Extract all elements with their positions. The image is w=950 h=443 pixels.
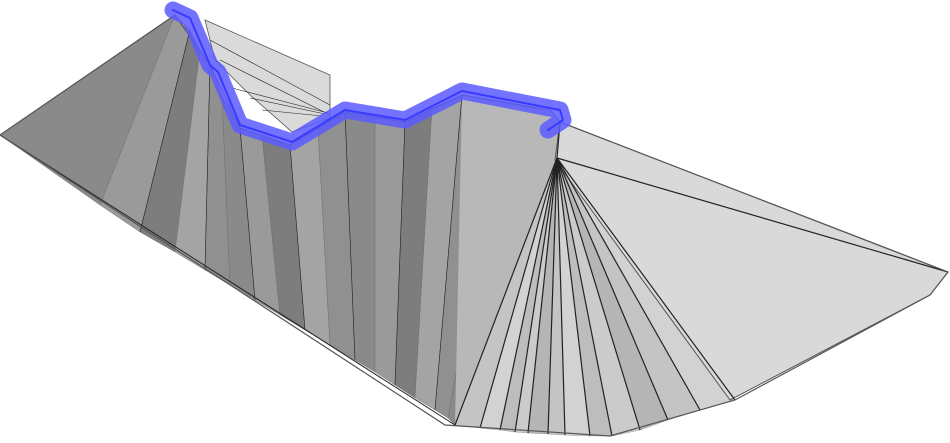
crease-line [204,64,211,271]
crease-line [344,111,356,361]
crease-line [434,94,463,411]
crease-line [479,157,558,429]
crease-line [547,157,558,435]
crease-line [139,29,191,233]
back-flap-creases [209,39,331,117]
crease-line [556,157,591,437]
back-flap-crease [261,109,323,117]
back-flap-crease [249,97,326,115]
crease-line [556,157,949,273]
crease-line [556,157,736,401]
crease-line [556,157,613,437]
back-flap-crease [231,87,329,114]
back-flap-crease [219,59,331,116]
crease-line [239,127,256,301]
selected-top-edge-core [172,9,564,143]
right-fan-base [455,95,560,425]
crease-line [499,157,558,431]
crease-line [514,157,558,433]
back-flap-crease [209,39,331,106]
crease-line [289,144,306,331]
crease-line [556,157,641,431]
crease-line [556,157,669,421]
crease-line [0,134,456,426]
crease-line [454,157,558,426]
crease-line [556,157,566,436]
crease-line [556,157,701,411]
crease-lines [0,29,949,437]
crease-line [527,157,558,434]
crease-line [394,121,406,386]
